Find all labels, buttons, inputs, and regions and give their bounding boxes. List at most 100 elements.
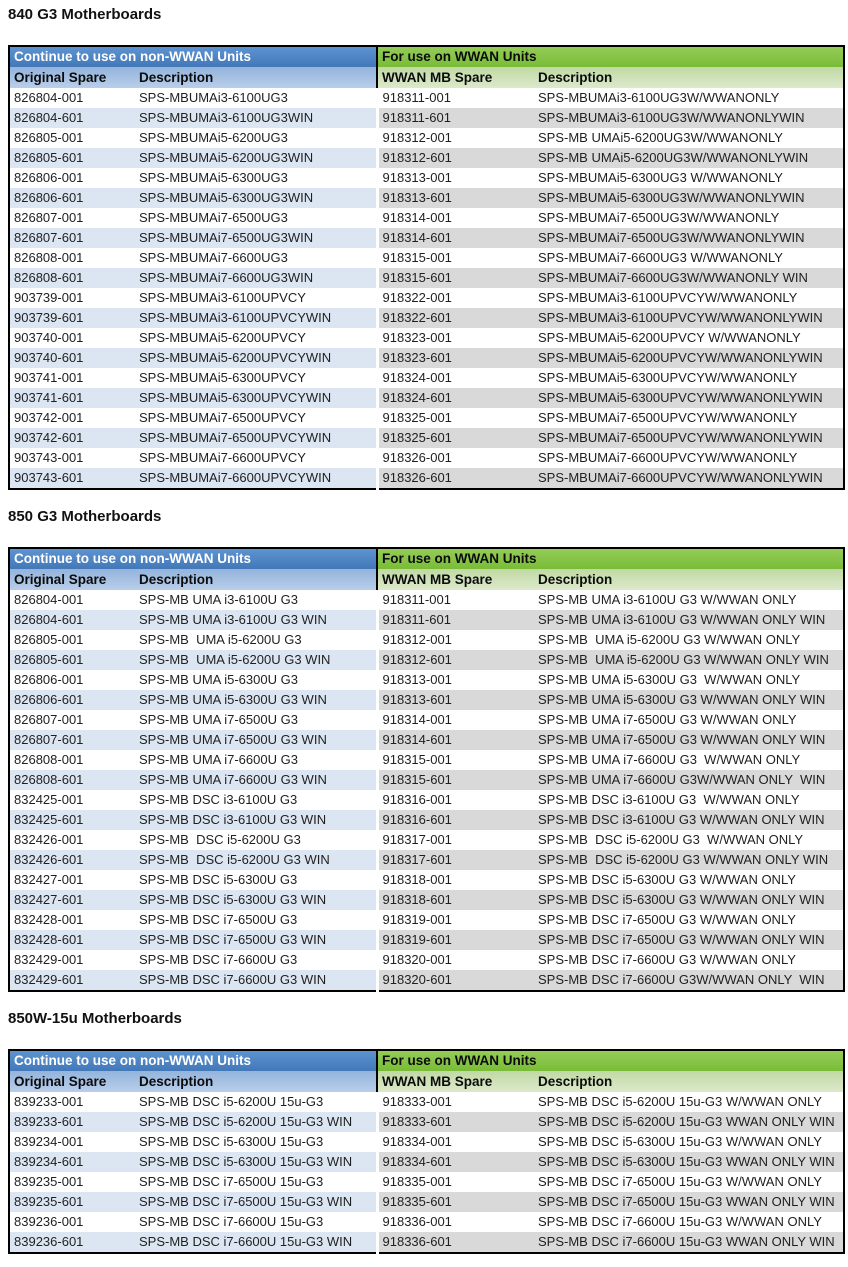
cell-wwan-description: SPS-MBUMAi5-6300UG3 W/WWANONLY [535,168,844,188]
cell-wwan-spare: 918335-601 [377,1192,535,1212]
cell-original-spare: 832427-601 [9,890,136,910]
cell-wwan-description: SPS-MB UMA i7-6500U G3 W/WWAN ONLY WIN [535,730,844,750]
col-header-original-spare: Original Spare [9,1071,136,1092]
cell-original-spare: 832429-601 [9,970,136,991]
cell-wwan-spare: 918317-601 [377,850,535,870]
cell-original-description: SPS-MBUMAi3-6100UPVCYWIN [136,308,379,328]
cell-wwan-spare: 918318-601 [377,890,535,910]
cell-original-description: SPS-MB DSC i5-6300U G3 [136,870,379,890]
banner-row: Continue to use on non-WWAN Units For us… [9,548,844,569]
cell-original-description: SPS-MB DSC i5-6300U G3 WIN [136,890,379,910]
cell-wwan-description: SPS-MB UMA i5-6300U G3 W/WWAN ONLY WIN [535,690,844,710]
cell-original-description: SPS-MBUMAi7-6600UPVCY [136,448,379,468]
cell-wwan-description: SPS-MBUMAi3-6100UPVCYW/WWANONLY [535,288,844,308]
table-row: 903742-601 SPS-MBUMAi7-6500UPVCYWIN 918325… [9,428,844,448]
section-title-850w-15u: 850W-15u Motherboards [8,1010,182,1027]
cell-wwan-description: SPS-MB DSC i7-6500U 15u-G3 WWAN ONLY WIN [535,1192,844,1212]
table-row: 832429-601 SPS-MB DSC i7-6600U G3 WIN 9183… [9,970,844,991]
cell-wwan-spare: 918323-601 [377,348,535,368]
table-body: 839233-001 SPS-MB DSC i5-6200U 15u-G3 9183… [9,1092,844,1253]
cell-original-description: SPS-MB UMA i7-6500U G3 WIN [136,730,379,750]
cell-original-spare: 826805-001 [9,128,136,148]
cell-wwan-description: SPS-MBUMAi5-6300UPVCYW/WWANONLY [535,368,844,388]
cell-original-description: SPS-MB UMA i7-6500U G3 [136,710,379,730]
cell-wwan-spare: 918315-601 [377,268,535,288]
banner-non-wwan: Continue to use on non-WWAN Units [9,46,378,67]
table-row: 826805-601 SPS-MB UMA i5-6200U G3 WIN 9183… [9,650,844,670]
cell-wwan-description: SPS-MB UMA i7-6600U G3 W/WWAN ONLY [535,750,844,770]
cell-wwan-description: SPS-MB DSC i5-6300U G3 W/WWAN ONLY [535,870,844,890]
cell-wwan-spare: 918316-601 [377,810,535,830]
cell-wwan-spare: 918318-001 [377,870,535,890]
cell-wwan-description: SPS-MB DSC i7-6600U 15u-G3 WWAN ONLY WIN [535,1232,844,1253]
col-header-wwan-mb-spare: WWAN MB Spare [377,569,535,590]
table-row: 826804-601 SPS-MB UMA i3-6100U G3 WIN 9183… [9,610,844,630]
table-row: 826804-001 SPS-MB UMA i3-6100U G3 918311-0… [9,590,844,610]
cell-wwan-description: SPS-MB DSC i7-6600U 15u-G3 W/WWAN ONLY [535,1212,844,1232]
table-row: 903743-601 SPS-MBUMAi7-6600UPVCYWIN 918326… [9,468,844,489]
cell-original-description: SPS-MB DSC i5-6300U 15u-G3 WIN [136,1152,379,1172]
cell-wwan-spare: 918313-001 [377,168,535,188]
cell-original-spare: 832425-601 [9,810,136,830]
cell-original-description: SPS-MBUMAi5-6300UG3 [136,168,379,188]
cell-wwan-description: SPS-MBUMAi7-6500UG3W/WWANONLYWIN [535,228,844,248]
cell-original-spare: 903743-601 [9,468,136,489]
cell-original-spare: 903742-601 [9,428,136,448]
table-row: 826806-601 SPS-MBUMAi5-6300UG3WIN 918313-6… [9,188,844,208]
cell-wwan-description: SPS-MBUMAi7-6600UPVCYW/WWANONLY [535,448,844,468]
cell-wwan-spare: 918313-601 [377,188,535,208]
table-row: 839233-601 SPS-MB DSC i5-6200U 15u-G3 WIN… [9,1112,844,1132]
cell-wwan-description: SPS-MBUMAi3-6100UPVCYW/WWANONLYWIN [535,308,844,328]
cell-original-spare: 903741-601 [9,388,136,408]
section-title-840-g3: 840 G3 Motherboards [8,6,162,23]
cell-original-spare: 903739-601 [9,308,136,328]
cell-original-spare: 839236-001 [9,1212,136,1232]
cell-wwan-description: SPS-MB DSC i7-6600U G3 W/WWAN ONLY [535,950,844,970]
table-row: 903739-601 SPS-MBUMAi3-6100UPVCYWIN 918322… [9,308,844,328]
cell-wwan-description: SPS-MB DSC i7-6500U 15u-G3 W/WWAN ONLY [535,1172,844,1192]
cell-original-description: SPS-MB DSC i7-6500U G3 WIN [136,930,379,950]
cell-wwan-spare: 918315-001 [377,248,535,268]
cell-wwan-spare: 918320-601 [377,970,535,991]
table-row: 832429-001 SPS-MB DSC i7-6600U G3 918320-0… [9,950,844,970]
cell-original-description: SPS-MBUMAi7-6500UPVCYWIN [136,428,379,448]
cell-wwan-spare: 918313-601 [377,690,535,710]
cell-wwan-spare: 918326-001 [377,448,535,468]
table-row: 826806-601 SPS-MB UMA i5-6300U G3 WIN 9183… [9,690,844,710]
cell-wwan-spare: 918312-601 [377,650,535,670]
cell-wwan-spare: 918336-001 [377,1212,535,1232]
table-row: 826805-601 SPS-MBUMAi5-6200UG3WIN 918312-6… [9,148,844,168]
cell-original-description: SPS-MB DSC i5-6200U 15u-G3 WIN [136,1112,379,1132]
cell-wwan-description: SPS-MBUMAi7-6500UPVCYW/WWANONLY [535,408,844,428]
table-row: 839236-601 SPS-MB DSC i7-6600U 15u-G3 WIN… [9,1232,844,1253]
cell-original-spare: 826804-601 [9,108,136,128]
parts-table-840-g3: Continue to use on non-WWAN Units For us… [8,45,845,490]
cell-wwan-description: SPS-MB DSC i5-6200U G3 W/WWAN ONLY WIN [535,850,844,870]
cell-wwan-description: SPS-MBUMAi3-6100UG3W/WWANONLY [535,88,844,108]
cell-wwan-description: SPS-MB DSC i7-6600U G3W/WWAN ONLY WIN [535,970,844,991]
cell-original-spare: 832426-601 [9,850,136,870]
cell-wwan-spare: 918315-601 [377,770,535,790]
table-row: 826807-001 SPS-MBUMAi7-6500UG3 918314-001 S… [9,208,844,228]
cell-original-description: SPS-MB UMA i5-6200U G3 [136,630,379,650]
parts-table-850-g3: Continue to use on non-WWAN Units For us… [8,547,845,992]
cell-original-spare: 826808-001 [9,750,136,770]
col-header-wwan-mb-spare: WWAN MB Spare [377,1071,535,1092]
cell-wwan-spare: 918322-001 [377,288,535,308]
cell-wwan-spare: 918311-001 [377,88,535,108]
cell-wwan-spare: 918312-001 [377,128,535,148]
cell-original-spare: 839233-601 [9,1112,136,1132]
cell-wwan-description: SPS-MB DSC i3-6100U G3 W/WWAN ONLY WIN [535,810,844,830]
cell-original-description: SPS-MBUMAi5-6200UG3WIN [136,148,379,168]
cell-original-spare: 839234-601 [9,1152,136,1172]
cell-original-spare: 832429-001 [9,950,136,970]
banner-non-wwan: Continue to use on non-WWAN Units [9,1050,378,1071]
cell-wwan-spare: 918320-001 [377,950,535,970]
table-row: 826806-001 SPS-MBUMAi5-6300UG3 918313-001 S… [9,168,844,188]
cell-wwan-description: SPS-MB UMAi5-6200UG3W/WWANONLY [535,128,844,148]
cell-original-description: SPS-MBUMAi7-6500UG3 [136,208,379,228]
parts-table-850w-15u: Continue to use on non-WWAN Units For us… [8,1049,845,1254]
cell-wwan-spare: 918324-001 [377,368,535,388]
table-row: 826804-601 SPS-MBUMAi3-6100UG3WIN 918311-6… [9,108,844,128]
cell-wwan-description: SPS-MBUMAi5-6300UPVCYW/WWANONLYWIN [535,388,844,408]
